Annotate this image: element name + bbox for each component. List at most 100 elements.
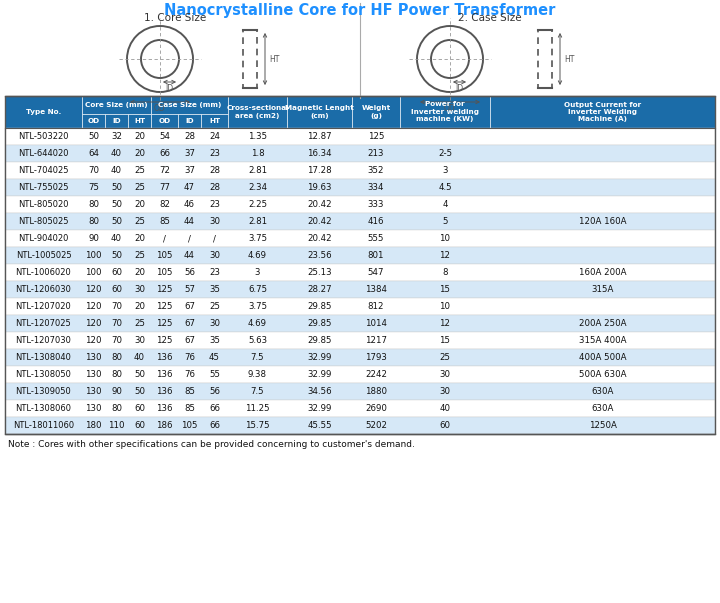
- Text: 3: 3: [255, 268, 260, 277]
- Text: 6.75: 6.75: [248, 285, 267, 294]
- Text: 136: 136: [156, 404, 173, 413]
- Text: 500A 630A: 500A 630A: [579, 370, 626, 379]
- Text: 50: 50: [88, 132, 99, 141]
- Text: NTL-1308060: NTL-1308060: [16, 404, 71, 413]
- Text: OD: OD: [444, 104, 456, 113]
- Text: 1793: 1793: [365, 353, 387, 362]
- Text: 2.81: 2.81: [248, 166, 267, 175]
- Text: 28: 28: [209, 183, 220, 192]
- Text: 30: 30: [439, 370, 451, 379]
- Text: 45: 45: [209, 353, 220, 362]
- Text: 2690: 2690: [365, 404, 387, 413]
- Bar: [151, 96, 228, 114]
- Text: 125: 125: [368, 132, 384, 141]
- Text: 76: 76: [184, 353, 195, 362]
- Text: 25.13: 25.13: [307, 268, 332, 277]
- Text: 1.35: 1.35: [248, 132, 267, 141]
- Text: 352: 352: [368, 166, 384, 175]
- Text: 1384: 1384: [365, 285, 387, 294]
- Text: 57: 57: [184, 285, 195, 294]
- Bar: [82, 114, 105, 128]
- Bar: [5, 96, 715, 434]
- Text: 136: 136: [156, 370, 173, 379]
- Text: 130: 130: [85, 370, 102, 379]
- Text: 12: 12: [439, 319, 451, 328]
- Text: 76: 76: [184, 370, 195, 379]
- Text: 25: 25: [134, 183, 145, 192]
- Text: 67: 67: [184, 319, 195, 328]
- Text: 120: 120: [85, 336, 102, 345]
- Text: 5.63: 5.63: [248, 336, 267, 345]
- Text: 12.87: 12.87: [307, 132, 332, 141]
- Text: NTL-1005025: NTL-1005025: [16, 251, 71, 260]
- Text: Output Current for
Inverter Welding
Machine (A): Output Current for Inverter Welding Mach…: [564, 101, 641, 122]
- Text: 20: 20: [134, 149, 145, 158]
- Text: 55: 55: [209, 370, 220, 379]
- Text: 125: 125: [156, 285, 173, 294]
- Text: 20.42: 20.42: [307, 217, 332, 226]
- Bar: [5, 366, 715, 383]
- Text: 80: 80: [88, 217, 99, 226]
- Text: 44: 44: [184, 217, 195, 226]
- Text: 105: 105: [156, 251, 173, 260]
- Text: Power for
Inverter welding
machine (KW): Power for Inverter welding machine (KW): [411, 101, 479, 122]
- Text: 56: 56: [209, 387, 220, 396]
- Bar: [5, 332, 715, 349]
- Text: 333: 333: [368, 200, 384, 209]
- Text: 2. Case Size: 2. Case Size: [458, 13, 522, 23]
- Text: 28.27: 28.27: [307, 285, 332, 294]
- Text: 23: 23: [209, 200, 220, 209]
- Text: 80: 80: [111, 404, 122, 413]
- Text: 125: 125: [156, 302, 173, 311]
- Text: 15: 15: [439, 336, 451, 345]
- Text: 70: 70: [111, 302, 122, 311]
- Bar: [128, 114, 151, 128]
- Text: 28: 28: [209, 166, 220, 175]
- Text: 2.34: 2.34: [248, 183, 267, 192]
- Text: 40: 40: [111, 234, 122, 243]
- Text: 213: 213: [368, 149, 384, 158]
- Bar: [5, 213, 715, 230]
- Text: 630A: 630A: [591, 404, 613, 413]
- Text: 20.42: 20.42: [307, 200, 332, 209]
- Text: 630A: 630A: [591, 387, 613, 396]
- Text: 10: 10: [439, 234, 451, 243]
- Text: 80: 80: [88, 200, 99, 209]
- Text: 1.8: 1.8: [251, 149, 264, 158]
- Text: 50: 50: [111, 217, 122, 226]
- Text: 136: 136: [156, 387, 173, 396]
- Bar: [5, 230, 715, 247]
- Text: 20: 20: [134, 132, 145, 141]
- Text: 45.55: 45.55: [307, 421, 332, 430]
- Text: 29.85: 29.85: [307, 319, 332, 328]
- Text: 20.42: 20.42: [307, 234, 332, 243]
- Text: 2.25: 2.25: [248, 200, 267, 209]
- Bar: [352, 96, 400, 128]
- Text: ID: ID: [185, 118, 194, 124]
- Text: OD: OD: [154, 104, 166, 113]
- Text: ID: ID: [166, 84, 174, 93]
- Text: NTL-1207020: NTL-1207020: [16, 302, 71, 311]
- Text: 110: 110: [108, 421, 125, 430]
- Text: 35: 35: [209, 285, 220, 294]
- Text: 29.85: 29.85: [307, 302, 332, 311]
- Text: 25: 25: [439, 353, 451, 362]
- Text: 37: 37: [184, 149, 195, 158]
- Bar: [5, 417, 715, 434]
- Text: 200A 250A: 200A 250A: [579, 319, 626, 328]
- Text: 25: 25: [134, 166, 145, 175]
- Text: /: /: [213, 234, 216, 243]
- Text: 812: 812: [368, 302, 384, 311]
- Text: 32.99: 32.99: [307, 370, 332, 379]
- Text: 100: 100: [85, 268, 102, 277]
- Text: 25: 25: [134, 251, 145, 260]
- Text: 35: 35: [209, 336, 220, 345]
- Text: 66: 66: [209, 404, 220, 413]
- Bar: [5, 315, 715, 332]
- Text: 4: 4: [442, 200, 448, 209]
- Bar: [5, 349, 715, 366]
- Text: 315A 400A: 315A 400A: [579, 336, 626, 345]
- Text: 40: 40: [111, 149, 122, 158]
- Text: NTL-1308050: NTL-1308050: [16, 370, 71, 379]
- Text: 50: 50: [111, 183, 122, 192]
